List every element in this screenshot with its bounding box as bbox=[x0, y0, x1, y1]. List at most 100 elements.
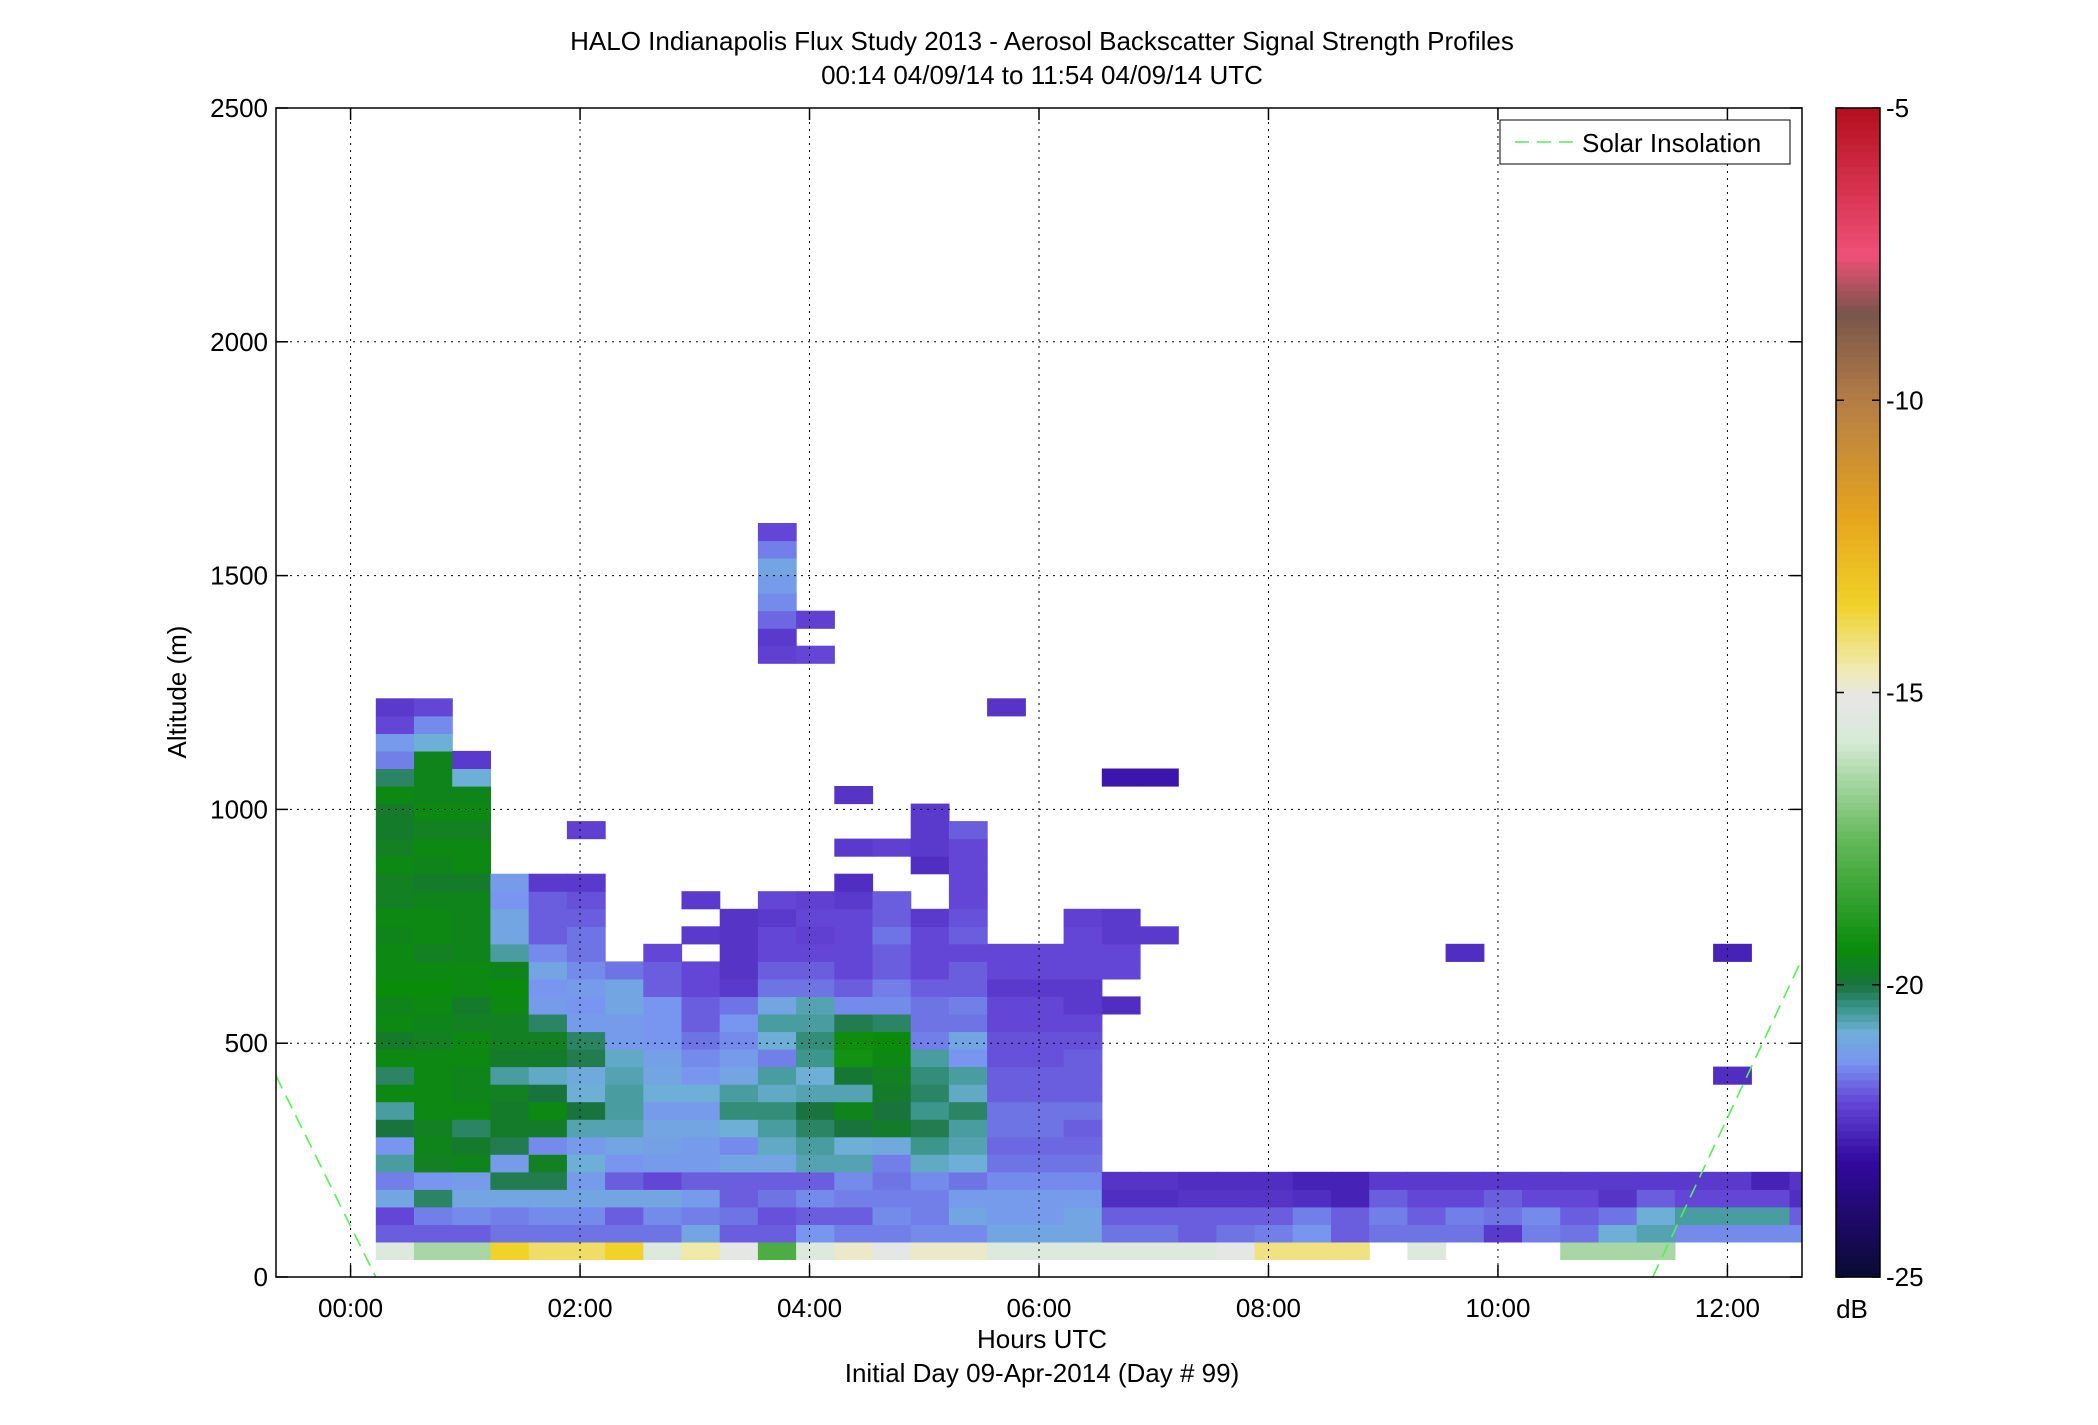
heatmap-cell bbox=[643, 1049, 683, 1068]
colorbar-swatch bbox=[1836, 926, 1880, 935]
colorbar-swatch bbox=[1836, 429, 1880, 438]
heatmap-cell bbox=[1063, 978, 1103, 997]
heatmap-cell bbox=[757, 575, 797, 594]
heatmap-cell bbox=[757, 645, 797, 664]
heatmap-cell bbox=[872, 908, 912, 927]
colorbar-swatch bbox=[1836, 1050, 1880, 1059]
heatmap-cell bbox=[643, 1031, 683, 1050]
colorbar-swatch bbox=[1836, 999, 1880, 1008]
heatmap-cell bbox=[796, 908, 835, 927]
heatmap-cell bbox=[834, 1189, 874, 1208]
chart-subtitle: 00:14 04/09/14 to 11:54 04/09/14 UTC bbox=[821, 60, 1263, 90]
colorbar-swatch bbox=[1836, 619, 1880, 628]
heatmap-cell bbox=[948, 873, 988, 892]
heatmap-cell bbox=[566, 821, 606, 840]
heatmap-cell bbox=[757, 1119, 797, 1138]
heatmap-cell bbox=[987, 1189, 1026, 1208]
heatmap-cell bbox=[910, 1049, 950, 1068]
heatmap-cell bbox=[796, 1189, 835, 1208]
heatmap-cell bbox=[796, 1206, 835, 1225]
heatmap-cell bbox=[719, 1136, 759, 1155]
heatmap-cell bbox=[452, 1014, 491, 1033]
heatmap-cell bbox=[987, 978, 1026, 997]
heatmap-cell bbox=[528, 908, 568, 927]
heatmap-cell bbox=[1331, 1189, 1370, 1208]
colorbar-swatch bbox=[1836, 648, 1880, 657]
heatmap-cell bbox=[948, 1189, 988, 1208]
colorbar-swatch bbox=[1836, 1138, 1880, 1147]
heatmap-cell bbox=[987, 996, 1026, 1015]
colorbar-swatch bbox=[1836, 254, 1880, 262]
heatmap-cell bbox=[987, 1224, 1026, 1243]
heatmap-cell bbox=[796, 996, 835, 1015]
heatmap-cell bbox=[414, 1119, 453, 1138]
heatmap-cell bbox=[528, 1206, 568, 1225]
colorbar-swatch bbox=[1836, 860, 1880, 869]
heatmap-cell bbox=[643, 1171, 683, 1190]
heatmap-cell bbox=[834, 838, 874, 857]
heatmap-cell bbox=[1445, 1206, 1485, 1225]
colorbar-swatch bbox=[1836, 246, 1880, 255]
heatmap-cell bbox=[719, 978, 759, 997]
heatmap-cell bbox=[452, 1206, 491, 1225]
colorbar-swatch bbox=[1836, 1152, 1880, 1161]
heatmap-cell bbox=[566, 1206, 606, 1225]
heatmap-cell bbox=[1636, 1241, 1676, 1260]
heatmap-cell bbox=[375, 1189, 415, 1208]
colorbar-swatch bbox=[1836, 298, 1880, 306]
heatmap-cell bbox=[910, 1171, 950, 1190]
colorbar-swatch bbox=[1836, 203, 1880, 211]
colorbar-swatch bbox=[1836, 341, 1880, 350]
colorbar-swatch bbox=[1836, 794, 1880, 803]
heatmap-cell bbox=[414, 891, 453, 910]
heatmap-cell bbox=[414, 1206, 453, 1225]
heatmap-cell bbox=[757, 996, 797, 1015]
heatmap-cell bbox=[796, 926, 835, 945]
heatmap-cell bbox=[605, 1084, 644, 1103]
colorbar-swatch bbox=[1836, 816, 1880, 825]
heatmap-cell bbox=[1369, 1224, 1408, 1243]
heatmap-cell bbox=[1560, 1189, 1599, 1208]
heatmap-cell bbox=[1025, 1154, 1065, 1173]
colorbar-ticks: -25 -20 -15 -10 -5 bbox=[1836, 93, 1924, 1292]
colorbar-swatch bbox=[1836, 838, 1880, 847]
heatmap-cell bbox=[872, 1119, 912, 1138]
heatmap-cell bbox=[719, 908, 759, 927]
heatmap-cell bbox=[528, 1171, 568, 1190]
heatmap-cell bbox=[1751, 1189, 1791, 1208]
heatmap-cell bbox=[490, 1206, 530, 1225]
colorbar-swatch bbox=[1836, 721, 1880, 730]
heatmap-cell bbox=[948, 1206, 988, 1225]
heatmap-cell bbox=[1483, 1189, 1523, 1208]
heatmap-cell bbox=[1483, 1171, 1523, 1190]
heatmap-cell bbox=[528, 1119, 568, 1138]
heatmap-cell bbox=[605, 1136, 644, 1155]
heatmap-cell bbox=[566, 1049, 606, 1068]
heatmap-cell bbox=[490, 1084, 530, 1103]
colorbar-swatch bbox=[1836, 108, 1880, 116]
heatmap-cell bbox=[1063, 943, 1103, 962]
colorbar-swatch bbox=[1836, 940, 1880, 949]
colorbar-swatch bbox=[1836, 758, 1880, 767]
heatmap-cell bbox=[414, 1224, 453, 1243]
heatmap-cell bbox=[375, 1154, 415, 1173]
colorbar-swatch bbox=[1836, 955, 1880, 964]
heatmap-cell bbox=[452, 750, 491, 769]
heatmap-cell bbox=[414, 750, 453, 769]
heatmap-cell bbox=[490, 978, 530, 997]
heatmap-cell bbox=[948, 943, 988, 962]
heatmap-cell bbox=[414, 1084, 453, 1103]
heatmap-cell bbox=[452, 786, 491, 805]
heatmap-cell bbox=[452, 821, 491, 840]
heatmap-cell bbox=[757, 961, 797, 980]
heatmap-cell bbox=[1407, 1224, 1447, 1243]
heatmap-cell bbox=[796, 1119, 835, 1138]
heatmap-cell bbox=[1407, 1171, 1447, 1190]
heatmap-cell bbox=[1254, 1206, 1294, 1225]
y-tick-label: 1500 bbox=[210, 561, 268, 591]
heatmap-cell bbox=[681, 1084, 721, 1103]
heatmap-cell bbox=[910, 961, 950, 980]
heatmap-cell bbox=[490, 1154, 530, 1173]
heatmap-cell bbox=[834, 1241, 874, 1260]
heatmap-cell bbox=[643, 1119, 683, 1138]
